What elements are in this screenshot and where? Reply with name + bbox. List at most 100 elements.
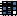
- Point: [11, 9, 12, 10]
- Point: [3, 12, 4, 13]
- Point: [14, 9, 15, 10]
- Point: [4, 9, 5, 10]
- Bar: [3, 3, 4, 6]
- Point: [11, 9, 12, 10]
- Point: [9, 5, 10, 6]
- Point: [11, 4, 12, 5]
- Point: [11, 5, 12, 6]
- Point: [5, 9, 6, 10]
- Point: [9, 4, 10, 5]
- Point: [11, 7, 12, 8]
- Point: [11, 4, 12, 5]
- Point: [14, 4, 15, 5]
- Point: [14, 7, 15, 8]
- Point: [12, 4, 13, 5]
- Point: [3, 7, 4, 8]
- Point: [11, 4, 12, 5]
- Point: [3, 6, 4, 7]
- Point: [12, 4, 13, 5]
- Point: [14, 4, 15, 5]
- Point: [4, 12, 5, 13]
- Point: [14, 6, 15, 7]
- Point: [11, 6, 12, 7]
- Point: [11, 4, 12, 5]
- Bar: [9, 9, 10, 10]
- Point: [10, 13, 11, 14]
- Point: [9, 13, 10, 14]
- Point: [11, 5, 12, 6]
- Point: [11, 8, 12, 9]
- Point: [11, 4, 12, 5]
- Point: [11, 6, 12, 7]
- Point: [11, 7, 12, 8]
- Point: [9, 12, 10, 13]
- Point: [3, 6, 4, 7]
- Point: [9, 12, 10, 13]
- Point: [11, 4, 12, 5]
- Point: [11, 7, 12, 8]
- Point: [11, 7, 12, 8]
- Point: [11, 7, 12, 8]
- Point: [11, 4, 12, 5]
- Point: [11, 4, 12, 5]
- Point: [11, 7, 12, 8]
- Point: [3, 13, 4, 14]
- Point: [7, 11, 8, 12]
- Point: [13, 9, 14, 10]
- Point: [11, 2, 12, 3]
- Point: [13, 4, 14, 5]
- Point: [11, 5, 12, 6]
- Point: [10, 4, 11, 5]
- Point: [9, 4, 10, 5]
- Point: [11, 6, 12, 7]
- Point: [13, 7, 14, 8]
- Point: [9, 11, 10, 12]
- Bar: [7, 9, 8, 10]
- Point: [13, 2, 14, 3]
- Point: [4, 11, 5, 12]
- Point: [11, 3, 12, 4]
- Point: [11, 4, 12, 5]
- Point: [11, 6, 12, 7]
- Point: [11, 9, 12, 10]
- Point: [13, 3, 14, 4]
- Point: [11, 4, 12, 5]
- Point: [12, 3, 13, 4]
- Point: [2, 12, 3, 13]
- Point: [11, 7, 12, 8]
- Point: [11, 8, 12, 9]
- Point: [7, 3, 8, 4]
- Point: [11, 4, 12, 5]
- Point: [9, 4, 10, 5]
- Point: [9, 4, 10, 5]
- Point: [11, 7, 12, 8]
- Point: [11, 7, 12, 8]
- Point: [3, 7, 4, 8]
- Point: [2, 8, 3, 9]
- Point: [4, 8, 5, 9]
- Point: [4, 8, 5, 9]
- Point: [11, 6, 12, 7]
- Point: [9, 5, 10, 6]
- Point: [10, 5, 11, 6]
- Point: [11, 6, 12, 7]
- Point: [7, 3, 8, 4]
- Point: [10, 4, 11, 5]
- Point: [3, 7, 4, 8]
- Point: [13, 4, 14, 5]
- Point: [9, 4, 10, 5]
- Point: [11, 6, 12, 7]
- Point: [11, 3, 12, 4]
- Point: [11, 3, 12, 4]
- Point: [10, 3, 11, 4]
- Point: [11, 9, 12, 10]
- Point: [12, 4, 13, 5]
- Point: [10, 4, 11, 5]
- Point: [12, 6, 13, 7]
- Point: [11, 2, 12, 3]
- Point: [11, 4, 12, 5]
- Point: [9, 4, 10, 5]
- Point: [2, 6, 3, 7]
- Point: [3, 6, 4, 7]
- Point: [14, 4, 15, 5]
